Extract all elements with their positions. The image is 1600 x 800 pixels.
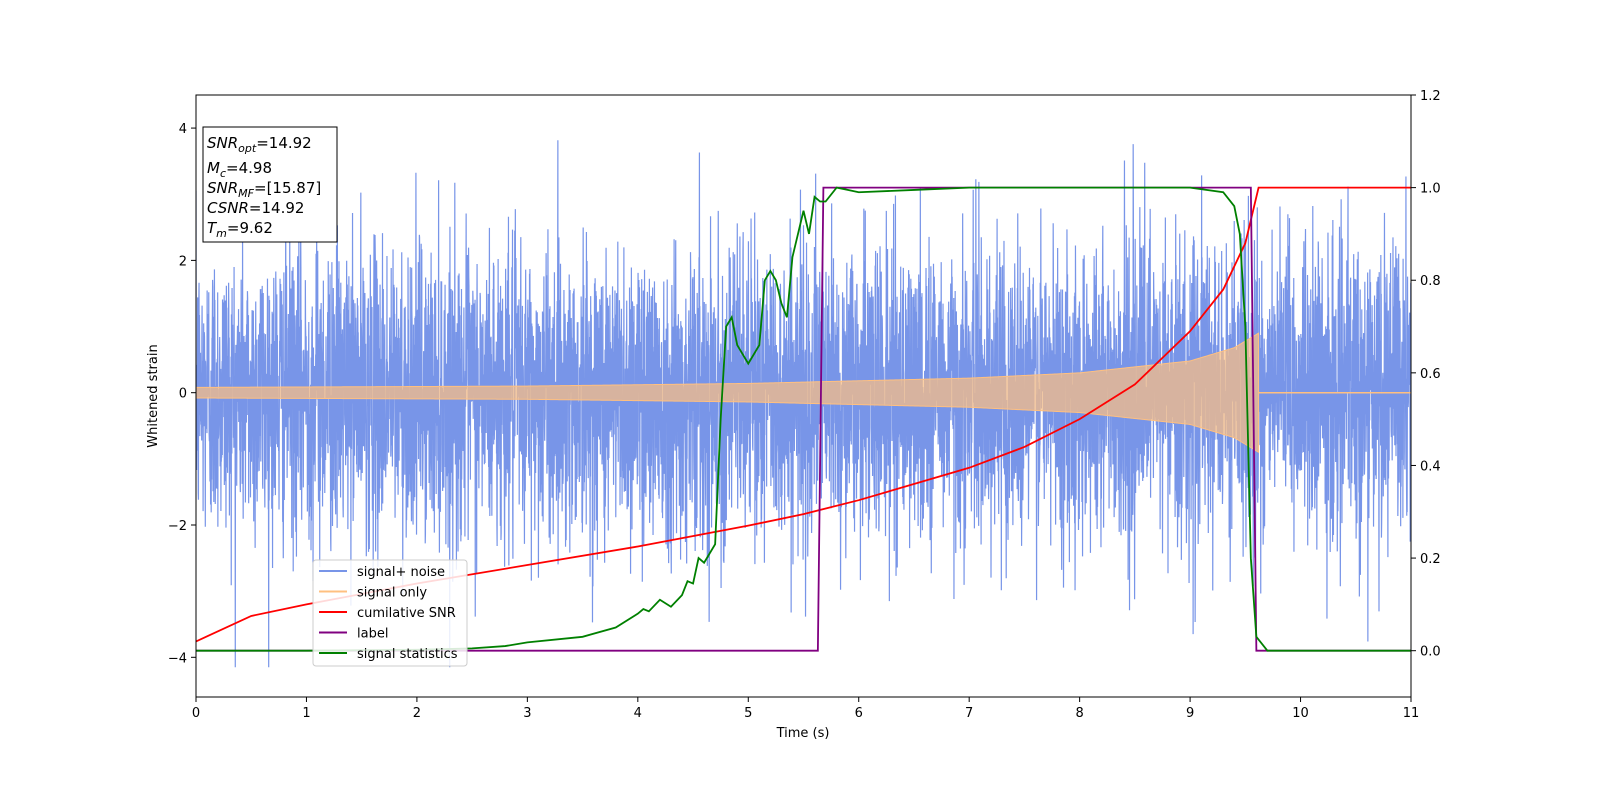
x-tick-label: 8 [1075, 706, 1083, 721]
legend-label: signal+ noise [357, 565, 445, 580]
y2-tick-label: 0.8 [1420, 274, 1441, 289]
y-tick-label: 0 [179, 387, 187, 402]
x-tick-label: 1 [302, 706, 310, 721]
y2-tick-label: 0.2 [1420, 552, 1441, 567]
x-tick-label: 3 [523, 706, 531, 721]
info-line: SNRMF=[15.87] [207, 179, 321, 200]
legend-label: signal statistics [357, 647, 458, 662]
x-tick-label: 6 [855, 706, 863, 721]
series-signal-only [196, 332, 1260, 454]
info-line: Mc=4.98 [207, 159, 272, 180]
y-axis-left: −4 −2 0 2 4 [168, 122, 196, 666]
x-tick-label: 0 [192, 706, 200, 721]
y2-tick-label: 0.4 [1420, 459, 1441, 474]
y2-tick-label: 0.6 [1420, 367, 1441, 382]
info-box: SNRopt=14.92 Mc=4.98SNRMF=[15.87]CSNR=14.… [202, 126, 338, 243]
x-tick-label: 4 [634, 706, 642, 721]
y-axis-right: 0.0 0.2 0.4 0.6 0.8 1.0 1.2 [1411, 89, 1441, 660]
x-tick-label: 5 [744, 706, 752, 721]
legend-label: signal only [357, 586, 427, 601]
y-axis-label: Whitened strain [146, 344, 161, 447]
plot-frame [195, 94, 1412, 698]
info-box-frame [202, 126, 338, 243]
y-tick-label: −4 [168, 651, 187, 666]
series-layer [196, 140, 1411, 668]
x-tick-label: 2 [413, 706, 421, 721]
legend-label: label [357, 627, 388, 642]
y2-tick-label: 1.2 [1420, 89, 1441, 104]
x-tick-label: 7 [965, 706, 973, 721]
y-tick-label: 4 [179, 122, 187, 137]
x-axis: 0 1 2 3 4 5 6 7 8 9 10 11 [192, 697, 1419, 721]
y-tick-label: −2 [168, 519, 187, 534]
x-axis-label: Time (s) [776, 726, 830, 741]
x-tick-label: 10 [1292, 706, 1309, 721]
x-tick-label: 11 [1403, 706, 1420, 721]
legend: signal+ noise signal only cumilative SNR la… [312, 559, 468, 667]
y2-tick-label: 0.0 [1420, 645, 1441, 660]
info-line: SNRopt=14.92 [207, 134, 312, 155]
legend-frame [312, 559, 468, 667]
info-line: CSNR=14.92 [207, 199, 304, 217]
legend-label: cumilative SNR [357, 606, 456, 621]
y2-tick-label: 1.0 [1420, 182, 1441, 197]
x-tick-label: 9 [1186, 706, 1194, 721]
y-tick-label: 2 [179, 254, 187, 269]
info-line: Tm=9.62 [207, 219, 273, 240]
series-signal-statistics [196, 186, 1411, 652]
